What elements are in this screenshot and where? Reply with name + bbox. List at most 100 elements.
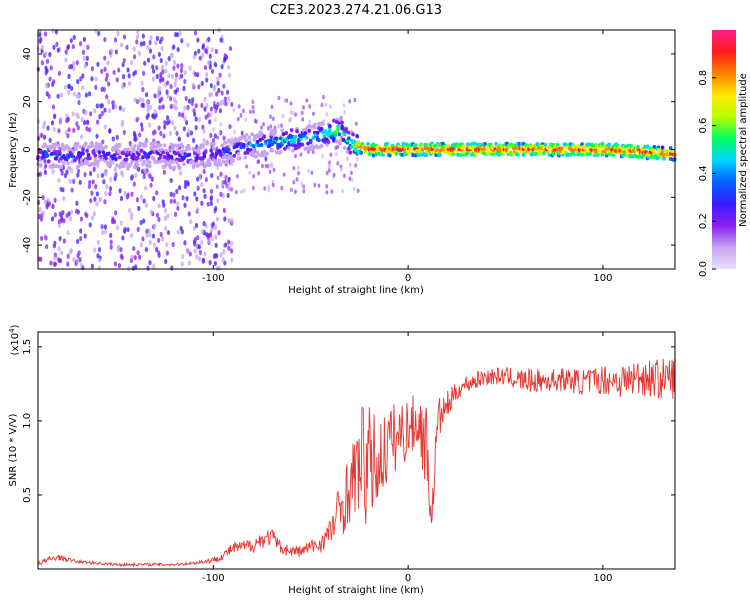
spectrogram-ridge-cell: [374, 152, 378, 157]
spectrogram-cell: [75, 121, 79, 127]
spectrogram-ridge-cell: [66, 145, 70, 150]
spectrogram-ridge-cell: [152, 144, 156, 149]
spectrogram-cell: [232, 107, 236, 113]
spectrogram-cell: [234, 189, 238, 195]
spectrogram-cell: [105, 72, 109, 78]
spectrogram-ridge-cell: [238, 156, 242, 161]
spectrogram-cell: [144, 202, 149, 208]
spectrogram-cell: [183, 78, 187, 85]
spectrogram-ridge-cell: [268, 139, 272, 144]
spectrogram-cell: [87, 127, 92, 133]
spectrogram-cell: [36, 135, 41, 142]
spectrogram-cell: [240, 130, 244, 135]
spectrogram-ridge-cell: [513, 143, 518, 148]
snr-frame: [37, 331, 676, 570]
spectrogram-cell: [281, 113, 285, 119]
x-tick-label: 0: [405, 273, 411, 284]
spectrogram-cell: [41, 210, 45, 216]
spectrogram-cell: [167, 56, 171, 62]
spectrogram-cell: [295, 177, 299, 182]
spectrogram-cell: [269, 162, 273, 167]
spectrogram-cell: [217, 265, 221, 271]
spectrogram-ridge-cell: [307, 128, 312, 133]
spectrogram-ridge-cell: [289, 138, 294, 143]
spectrogram-ridge-cell: [270, 142, 275, 147]
spectrogram-ridge-cell: [171, 143, 175, 148]
spectrogram-ridge-cell: [274, 136, 279, 141]
spectrogram-ridge-cell: [124, 157, 129, 162]
spectrogram-cell: [342, 103, 346, 108]
colorbar-tick-label: 0.0: [698, 261, 709, 277]
spectrogram-cell: [146, 104, 150, 110]
spectrogram-ridge-cell: [501, 151, 505, 156]
spectrogram-cell: [233, 130, 236, 135]
spectrogram-cell: [51, 28, 55, 34]
spectrogram-cell: [203, 96, 207, 102]
spectrogram-cell: [82, 55, 86, 61]
spectrogram-cell: [140, 168, 145, 174]
spectrogram-ridge-cell: [405, 143, 410, 148]
spectrogram-cell: [47, 93, 51, 99]
spectrogram-cell: [94, 28, 98, 34]
spectrogram-ridge-cell: [469, 142, 474, 147]
spectrogram-cell: [187, 98, 192, 104]
spectrogram-ridge-cell: [333, 130, 338, 135]
spectrogram-cell: [100, 68, 104, 74]
spectrogram-cell: [69, 38, 73, 44]
spectrogram-cell: [134, 172, 138, 179]
spectrogram-cell: [151, 76, 156, 82]
spectrogram-cell: [148, 260, 152, 266]
spectrogram-cell: [53, 113, 57, 119]
spectrogram-cell: [137, 50, 142, 56]
spectrogram-cell: [195, 243, 199, 249]
spectrogram-cell: [57, 246, 61, 252]
spectrogram-cell: [109, 244, 113, 250]
spectrogram-cell: [103, 66, 107, 72]
spectrogram-ridge-cell: [179, 150, 183, 155]
spectrogram-ridge-cell: [133, 165, 137, 170]
spectrogram-cell: [168, 130, 173, 137]
spectrogram-cell: [264, 163, 268, 169]
spectrogram-ridge-cell: [578, 145, 583, 150]
spectrogram-ridge-cell: [258, 153, 263, 158]
spectrogram-ridge-cell: [45, 153, 50, 158]
spectrogram-cell: [152, 195, 156, 202]
spectrogram-ridge-cell: [411, 153, 415, 158]
spectrogram-cell: [196, 235, 200, 241]
spectrogram-cell: [137, 166, 141, 172]
spectrogram-cell: [271, 116, 275, 122]
spectrogram-cell: [302, 105, 305, 110]
spectrogram-cell: [54, 29, 59, 35]
spectrogram-ridge-cell: [441, 141, 445, 146]
spectrogram-cell: [101, 229, 105, 236]
spectrogram-ridge-cell: [643, 144, 647, 149]
spectrogram-cell: [325, 170, 329, 176]
spectrogram-cell: [133, 97, 137, 103]
spectrogram-cell: [44, 163, 48, 169]
spectrogram-cell: [146, 112, 150, 119]
spectrogram-ridge-cell: [118, 155, 122, 160]
spectrogram-cell: [89, 170, 93, 177]
spectrogram-ridge-cell: [86, 145, 91, 150]
spectrogram-cell: [214, 242, 218, 248]
snr-y-ticks: 0.5 1.0 1.5: [22, 339, 675, 503]
spectrogram-ridge-cell: [482, 151, 486, 156]
spectrogram-ridge-cell: [371, 153, 376, 158]
spectrogram-cell: [66, 253, 70, 259]
spectrogram-cell: [136, 29, 140, 35]
x-tick-label: -100: [202, 573, 225, 584]
spectrogram-ridge-cell: [475, 142, 479, 147]
spectrogram-cell: [350, 170, 353, 176]
spectrogram-cell: [117, 262, 122, 269]
spectrogram-ridge-cell: [251, 153, 256, 158]
spectrogram-cell: [169, 191, 173, 197]
spectrogram-ridge-cell: [96, 142, 100, 147]
spectrogram-cell: [57, 222, 61, 229]
spectrogram-cell: [105, 184, 109, 190]
spectrogram-cell: [180, 73, 184, 79]
spectrogram-cell: [180, 63, 184, 69]
spectrogram-ridge-cell: [359, 150, 363, 155]
spectrogram-cell: [272, 167, 276, 173]
spectrogram-cell: [172, 59, 177, 66]
spectrogram-ridge-cell: [66, 161, 70, 166]
